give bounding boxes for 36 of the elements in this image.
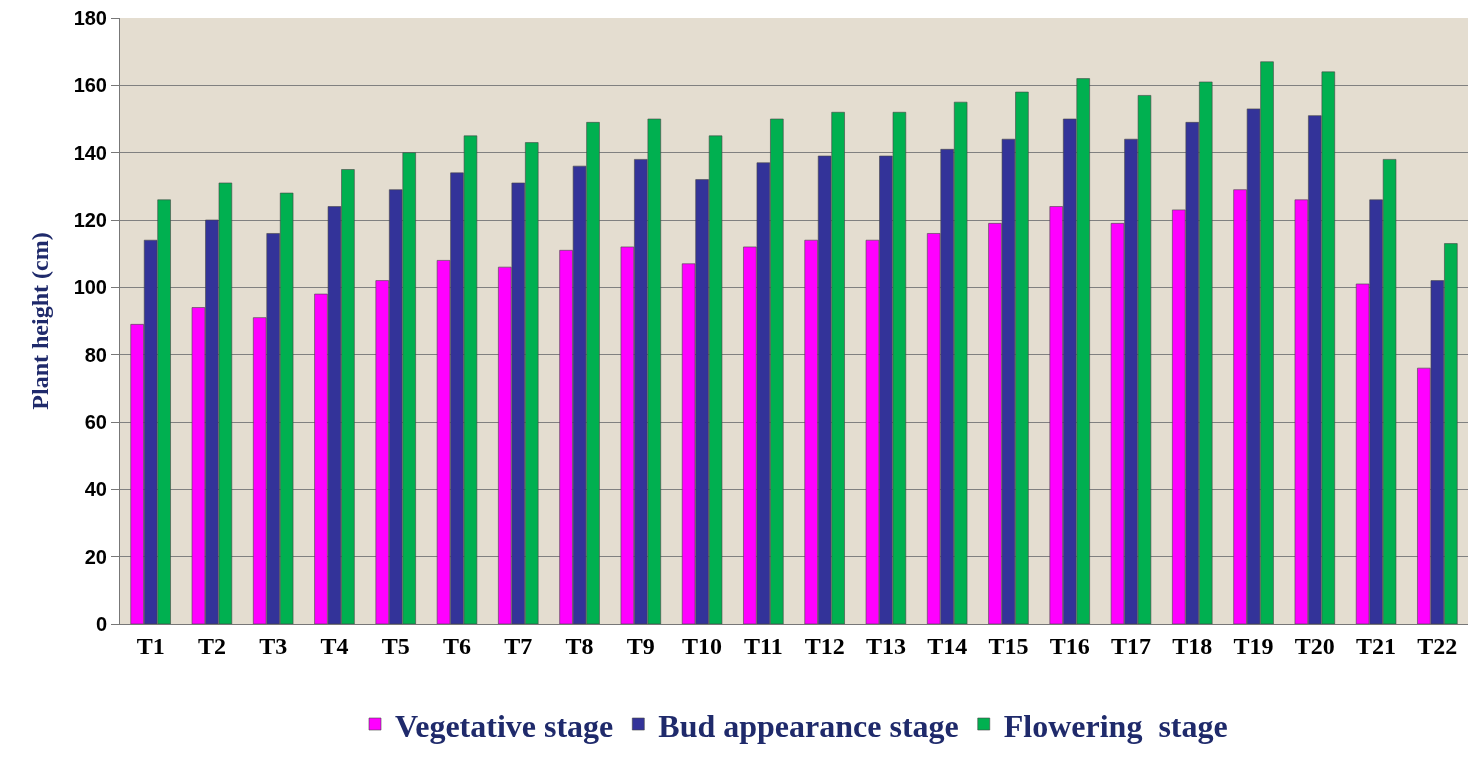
x-tick-label: T12 [804, 632, 845, 659]
x-tick-label: T22 [1417, 632, 1458, 659]
y-tick-label: 0 [95, 613, 107, 635]
y-axis-title: Plant height (cm) [26, 232, 53, 410]
x-tick-label: T11 [744, 632, 783, 659]
legend-label: Bud appearance stage [658, 707, 959, 744]
x-tick-label: T15 [988, 632, 1029, 659]
y-tick-label: 180 [73, 7, 107, 29]
x-tick-label: T6 [442, 632, 472, 659]
x-tick-label: T19 [1233, 632, 1274, 659]
y-tick-label: 20 [84, 545, 107, 568]
x-tick-label: T10 [682, 632, 723, 659]
x-tick-label: T9 [626, 632, 655, 659]
y-tick-label: 40 [84, 478, 107, 501]
x-tick-label: T5 [381, 632, 410, 659]
x-tick-label: T4 [320, 632, 349, 659]
x-tick-label: T21 [1356, 632, 1397, 659]
x-tick-label: T13 [865, 632, 906, 659]
x-tick-label: T1 [136, 632, 165, 659]
x-tick-label: T20 [1294, 632, 1335, 659]
y-tick-label: 80 [84, 343, 107, 366]
x-tick-label: T2 [197, 632, 226, 659]
x-tick-label: T17 [1110, 632, 1152, 659]
x-tick-label: T3 [259, 632, 288, 659]
y-tick-label: 120 [73, 209, 107, 231]
x-tick-label: T16 [1049, 632, 1090, 659]
y-tick-label: 160 [73, 74, 107, 97]
y-tick-label: 60 [84, 411, 107, 433]
x-tick-label: T14 [927, 632, 968, 659]
x-tick-label: T7 [504, 632, 533, 659]
legend-label: Flowering stage [1003, 707, 1228, 744]
x-tick-label: T18 [1172, 632, 1213, 659]
y-tick-label: 100 [73, 276, 107, 299]
y-tick-label: 140 [73, 141, 107, 164]
legend-label: Vegetative stage [395, 707, 614, 744]
x-tick-label: T8 [565, 632, 594, 659]
